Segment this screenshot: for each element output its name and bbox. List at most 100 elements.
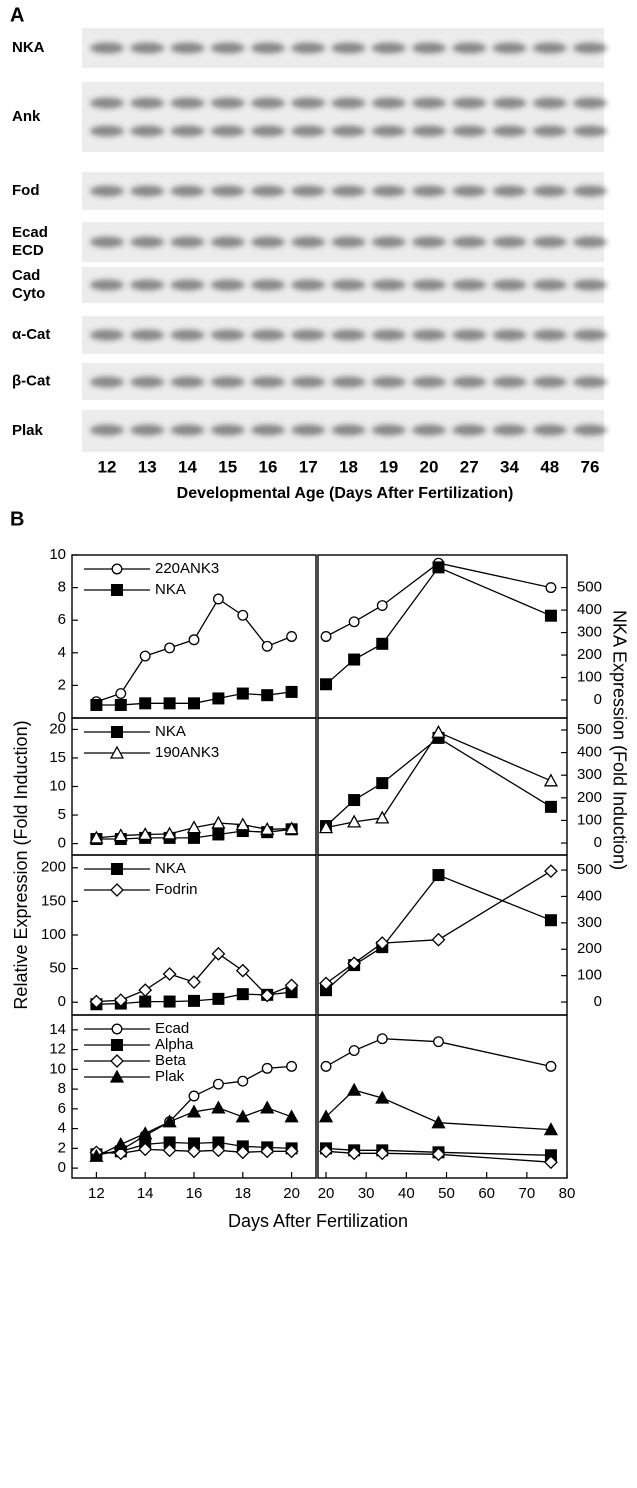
figure: A Developmental Age (Days After Fertiliz… xyxy=(0,0,637,1488)
blot-band xyxy=(130,98,164,109)
lane-label: 48 xyxy=(540,457,559,476)
blot-strip xyxy=(82,82,604,152)
blot-band xyxy=(90,98,124,109)
y-tick-label: 4 xyxy=(58,1120,66,1137)
y2-tick-label: 500 xyxy=(577,861,602,878)
lane-label: 18 xyxy=(339,457,358,476)
blot-band xyxy=(412,43,446,54)
marker xyxy=(287,632,297,642)
blot-band xyxy=(171,126,205,137)
blot-band xyxy=(130,237,164,248)
blot-band xyxy=(332,98,366,109)
marker xyxy=(287,1062,297,1072)
blot-row-label: Ecad xyxy=(12,224,48,241)
x-axis-label: Days After Fertilization xyxy=(228,1211,408,1231)
marker xyxy=(286,686,298,698)
lane-label: 14 xyxy=(178,457,197,476)
y2-axis-label: NKA Expression (Fold Induction) xyxy=(609,610,629,870)
y-tick-label: 150 xyxy=(41,892,66,909)
blot-row-label: ECD xyxy=(12,242,44,259)
lane-label: 13 xyxy=(138,457,157,476)
blot-band xyxy=(573,237,607,248)
y-tick-label: 20 xyxy=(49,720,66,737)
blot-band xyxy=(90,425,124,436)
blot-band xyxy=(452,377,486,388)
marker xyxy=(546,583,556,593)
y-tick-label: 10 xyxy=(49,1060,66,1077)
blot-band xyxy=(372,43,406,54)
marker xyxy=(349,1046,359,1056)
y-tick-label: 4 xyxy=(58,644,66,661)
blot-band xyxy=(251,425,285,436)
y2-tick-label: 100 xyxy=(577,668,602,685)
blot-band xyxy=(573,280,607,291)
y-tick-label: 8 xyxy=(58,579,66,596)
blot-band xyxy=(211,98,245,109)
blot-band xyxy=(372,377,406,388)
blot-band xyxy=(332,330,366,341)
x-tick-label: 40 xyxy=(398,1185,415,1202)
blot-band xyxy=(493,425,527,436)
blot-band xyxy=(211,237,245,248)
blot-band xyxy=(90,330,124,341)
blot-band xyxy=(251,280,285,291)
blot-band xyxy=(332,280,366,291)
y2-tick-label: 0 xyxy=(594,993,602,1010)
marker xyxy=(188,995,200,1007)
marker xyxy=(188,832,200,844)
blot-band xyxy=(533,425,567,436)
y-tick-label: 12 xyxy=(49,1041,66,1058)
y-tick-label: 10 xyxy=(49,777,66,794)
blot-band xyxy=(211,425,245,436)
x-tick-label: 16 xyxy=(186,1185,203,1202)
y-tick-label: 5 xyxy=(58,806,66,823)
legend-label: Beta xyxy=(155,1052,187,1069)
lane-label: 15 xyxy=(218,457,237,476)
marker xyxy=(262,1064,272,1074)
blot-band xyxy=(573,43,607,54)
blot-row-label: Plak xyxy=(12,422,44,439)
legend-marker xyxy=(111,1039,123,1051)
marker xyxy=(348,794,360,806)
blot-band xyxy=(493,126,527,137)
blot-row-label: NKA xyxy=(12,39,45,56)
marker xyxy=(188,697,200,709)
blot-band xyxy=(251,43,285,54)
blot-band xyxy=(573,330,607,341)
blot-band xyxy=(412,330,446,341)
y-tick-label: 6 xyxy=(58,1100,66,1117)
blot-band xyxy=(493,237,527,248)
blot-band xyxy=(90,186,124,197)
y2-tick-label: 0 xyxy=(594,691,602,708)
legend-label: Alpha xyxy=(155,1036,194,1053)
marker xyxy=(214,594,224,604)
marker xyxy=(545,610,557,622)
blot-band xyxy=(211,280,245,291)
blot-band xyxy=(130,280,164,291)
blot-band xyxy=(291,43,325,54)
y2-tick-label: 500 xyxy=(577,721,602,738)
y-tick-label: 0 xyxy=(58,1159,66,1176)
blot-band xyxy=(171,425,205,436)
blot-band xyxy=(90,43,124,54)
y-tick-label: 14 xyxy=(49,1021,66,1038)
marker xyxy=(115,699,127,711)
blot-band xyxy=(171,237,205,248)
blot-band xyxy=(171,330,205,341)
blot-band xyxy=(412,126,446,137)
blot-band xyxy=(452,43,486,54)
blot-row-label: Fod xyxy=(12,182,40,199)
blot-band xyxy=(452,280,486,291)
y-tick-label: 6 xyxy=(58,611,66,628)
marker xyxy=(321,1062,331,1072)
blot-band xyxy=(412,98,446,109)
blot-band xyxy=(90,237,124,248)
blot-band xyxy=(533,237,567,248)
legend-label: NKA xyxy=(155,723,186,740)
y2-tick-label: 400 xyxy=(577,601,602,618)
lane-label: 16 xyxy=(259,457,278,476)
marker xyxy=(377,601,387,611)
blot-band xyxy=(452,126,486,137)
blot-band xyxy=(372,330,406,341)
blot-band xyxy=(372,126,406,137)
